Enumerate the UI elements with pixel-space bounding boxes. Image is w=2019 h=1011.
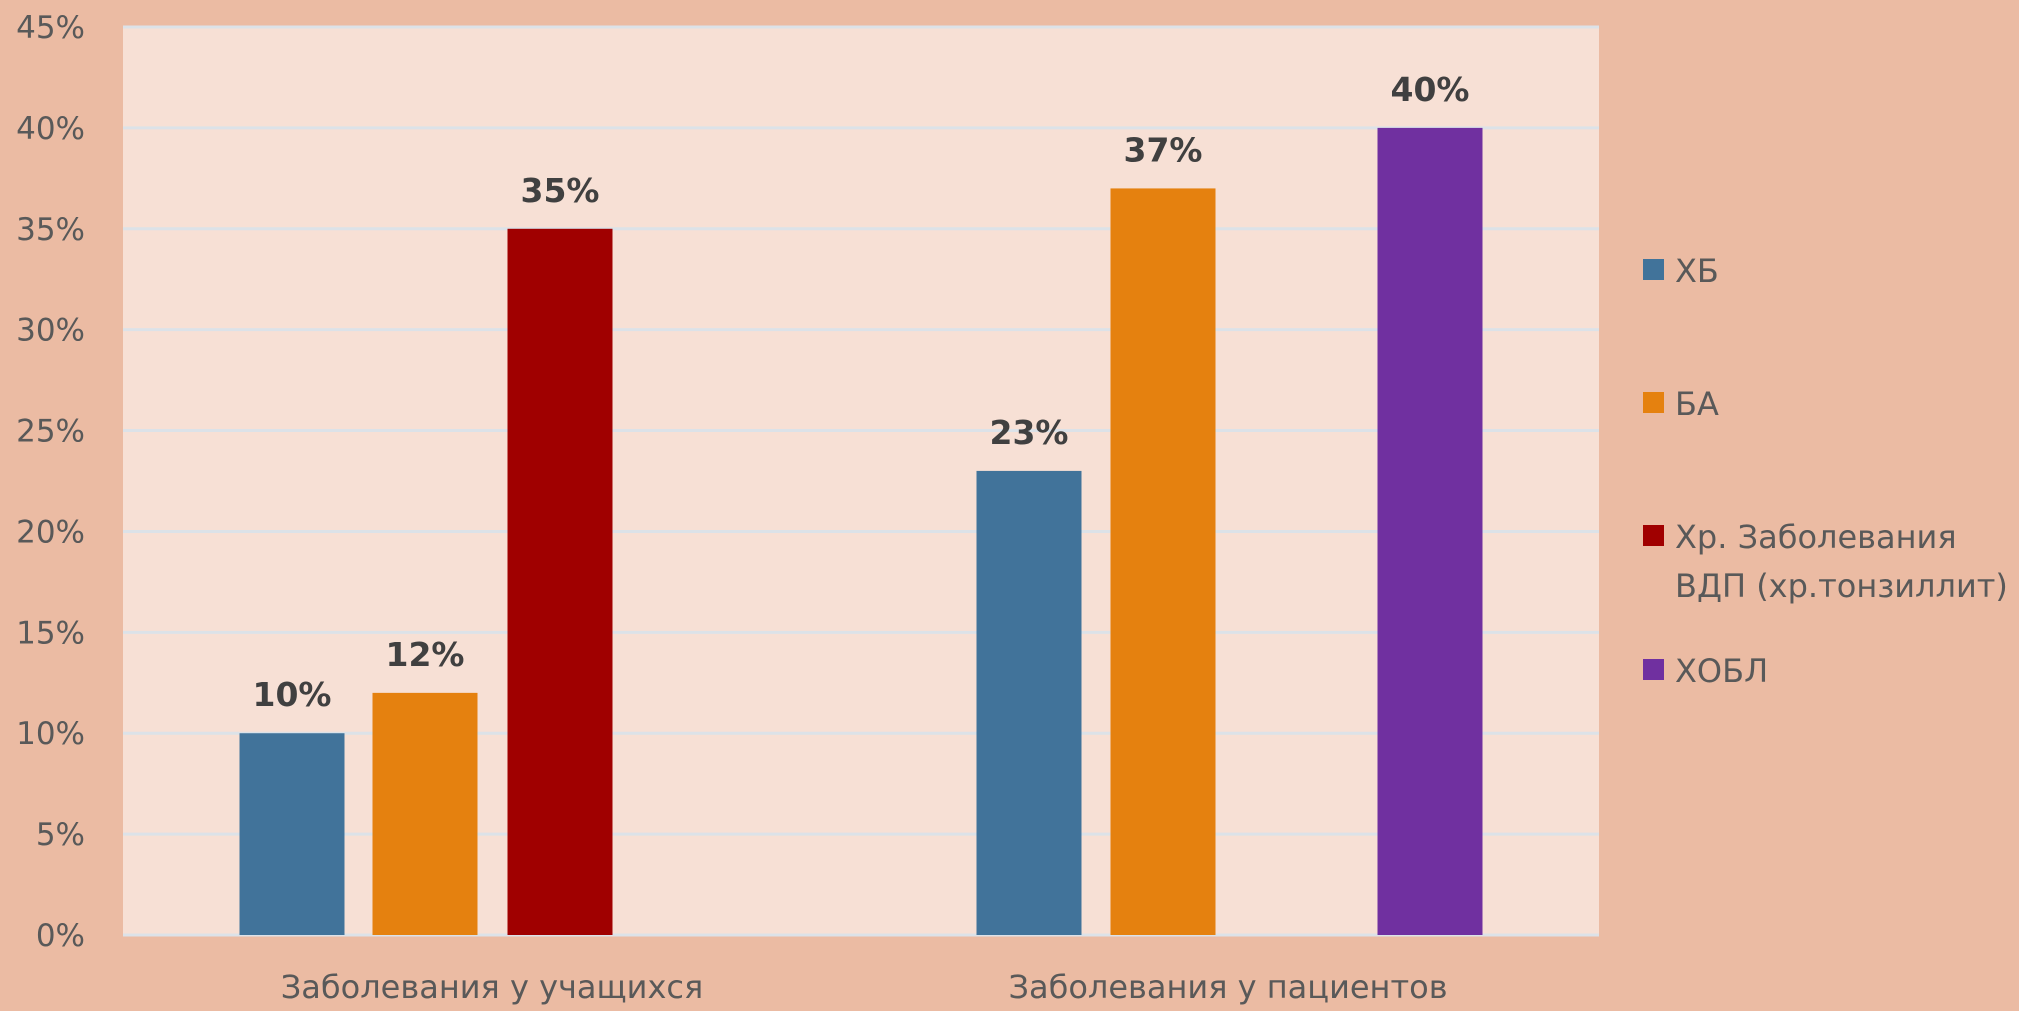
bar	[976, 470, 1082, 935]
legend-swatch	[1643, 392, 1664, 413]
y-tick-label: 45%	[16, 10, 85, 46]
data-label: 37%	[1124, 130, 1203, 169]
y-tick-label: 25%	[16, 414, 85, 450]
legend-label: Хр. Заболевания	[1675, 518, 1957, 556]
data-label: 10%	[253, 675, 332, 714]
legend-swatch	[1643, 259, 1664, 280]
legend-label: БА	[1675, 385, 1719, 423]
x-category-label: Заболевания у учащихся	[281, 968, 703, 1006]
y-axis-ticks: 0% 5% 10% 15% 20% 25% 30% 35% 40% 45%	[16, 10, 85, 954]
data-label: 35%	[521, 171, 600, 210]
data-label: 12%	[386, 635, 465, 674]
bar	[1377, 127, 1483, 935]
legend-label: ХБ	[1675, 252, 1719, 290]
y-tick-label: 20%	[16, 514, 85, 550]
bars	[239, 127, 1483, 935]
gridlines	[123, 25, 1599, 937]
y-tick-label: 40%	[16, 111, 85, 147]
bar	[372, 692, 478, 935]
legend-swatch	[1643, 525, 1664, 546]
y-tick-label: 5%	[36, 817, 85, 853]
y-tick-label: 30%	[16, 313, 85, 349]
legend-label: ХОБЛ	[1675, 652, 1768, 690]
bar	[239, 733, 345, 935]
x-axis-categories: Заболевания у учащихся Заболевания у паци…	[281, 968, 1448, 1006]
y-tick-label: 0%	[36, 918, 85, 954]
bar	[507, 228, 613, 935]
plot-area	[123, 27, 1599, 935]
legend-swatch	[1643, 659, 1664, 680]
y-tick-label: 15%	[16, 615, 85, 651]
data-labels: 10% 12% 35% 23% 37% 40%	[253, 70, 1470, 714]
legend-label: ВДП (хр.тонзиллит)	[1675, 567, 2008, 605]
legend: ХБ БА Хр. Заболевания ВДП (хр.тонзиллит) ХОБ…	[1643, 252, 2008, 690]
bar	[1110, 188, 1216, 935]
y-tick-label: 35%	[16, 212, 85, 248]
y-tick-label: 10%	[16, 716, 85, 752]
x-category-label: Заболевания у пациентов	[1008, 968, 1447, 1006]
data-label: 40%	[1391, 70, 1470, 109]
data-label: 23%	[990, 413, 1069, 452]
